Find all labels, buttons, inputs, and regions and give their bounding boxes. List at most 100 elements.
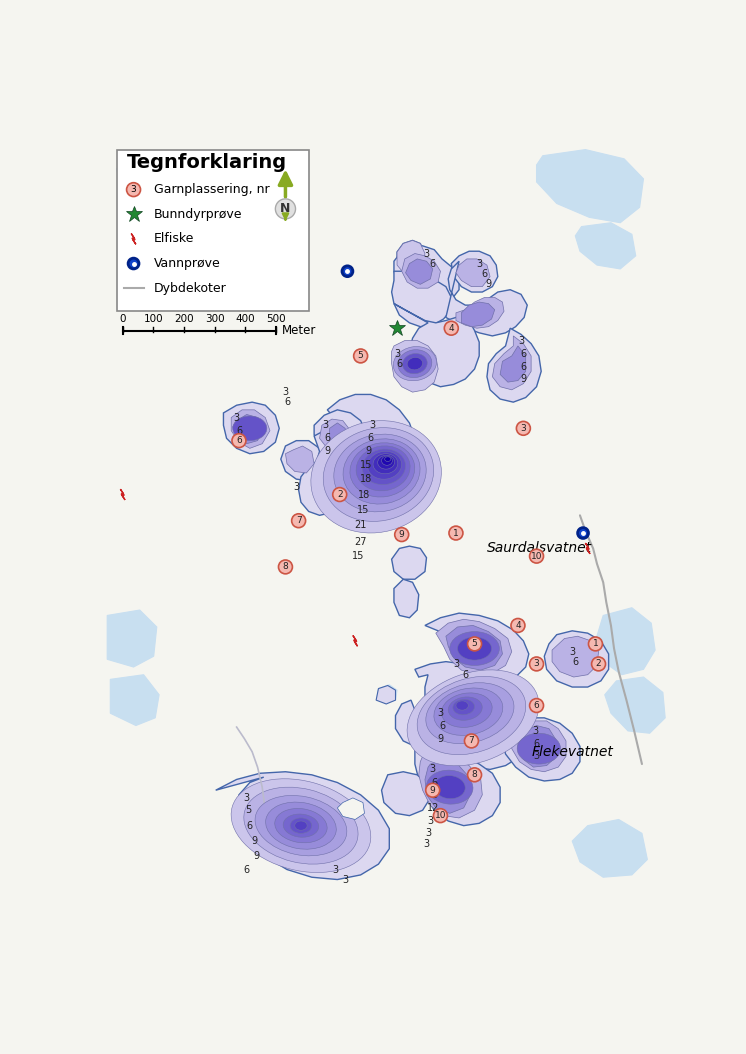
Circle shape	[354, 349, 368, 363]
Circle shape	[468, 768, 481, 782]
Ellipse shape	[434, 776, 466, 799]
Polygon shape	[451, 251, 498, 292]
Text: 8: 8	[283, 563, 288, 571]
Ellipse shape	[517, 734, 560, 764]
Text: 6: 6	[236, 426, 242, 435]
Polygon shape	[492, 336, 531, 390]
Circle shape	[511, 619, 525, 632]
Ellipse shape	[363, 449, 406, 485]
Polygon shape	[397, 240, 425, 274]
Text: 15: 15	[357, 505, 369, 515]
Polygon shape	[298, 431, 351, 515]
Text: 6: 6	[325, 433, 330, 444]
Polygon shape	[456, 259, 490, 287]
Text: 3: 3	[293, 482, 299, 492]
Ellipse shape	[442, 692, 492, 727]
Ellipse shape	[407, 357, 422, 370]
Text: 100: 100	[143, 314, 163, 325]
Circle shape	[530, 699, 544, 713]
Text: 3: 3	[425, 828, 431, 838]
Ellipse shape	[450, 631, 499, 665]
Ellipse shape	[323, 428, 433, 522]
Text: 6: 6	[533, 739, 539, 749]
Text: 5: 5	[245, 805, 251, 815]
Text: 3: 3	[532, 726, 538, 736]
Circle shape	[278, 560, 292, 573]
Ellipse shape	[407, 670, 539, 766]
Polygon shape	[425, 613, 529, 682]
Text: 9: 9	[399, 530, 404, 539]
Text: 4: 4	[448, 324, 454, 333]
Text: 9: 9	[325, 447, 330, 456]
Polygon shape	[224, 403, 279, 453]
Text: 1: 1	[453, 528, 459, 538]
Polygon shape	[319, 419, 351, 451]
Polygon shape	[456, 297, 504, 328]
Polygon shape	[419, 754, 483, 818]
Ellipse shape	[233, 416, 267, 441]
Text: 6: 6	[396, 358, 402, 369]
Circle shape	[333, 488, 347, 502]
Text: 6: 6	[368, 433, 374, 444]
Polygon shape	[586, 543, 590, 553]
Text: 6: 6	[236, 436, 242, 445]
Ellipse shape	[385, 456, 391, 462]
Ellipse shape	[403, 353, 427, 374]
Circle shape	[577, 528, 589, 539]
Polygon shape	[116, 159, 256, 227]
Text: 3: 3	[533, 752, 539, 761]
Text: 9: 9	[366, 447, 372, 456]
Ellipse shape	[343, 438, 420, 504]
Ellipse shape	[453, 700, 474, 715]
Circle shape	[589, 637, 603, 651]
Circle shape	[445, 321, 458, 335]
Text: Flekevatnet: Flekevatnet	[531, 745, 613, 759]
Ellipse shape	[255, 796, 347, 856]
Text: 7: 7	[468, 737, 474, 745]
Polygon shape	[314, 410, 366, 460]
Polygon shape	[120, 489, 125, 500]
Text: 3: 3	[437, 708, 444, 718]
Polygon shape	[605, 677, 665, 734]
Polygon shape	[415, 748, 500, 825]
Text: Dybdekoter: Dybdekoter	[154, 281, 227, 295]
Text: 6: 6	[572, 657, 578, 666]
Ellipse shape	[290, 818, 312, 834]
Polygon shape	[446, 625, 503, 670]
Polygon shape	[353, 636, 357, 646]
Text: Vannprøve: Vannprøve	[154, 257, 221, 270]
Text: Elfiske: Elfiske	[154, 232, 194, 246]
Polygon shape	[487, 328, 541, 403]
Text: 2: 2	[596, 660, 601, 668]
Ellipse shape	[456, 701, 468, 710]
Polygon shape	[545, 631, 609, 687]
Circle shape	[465, 734, 478, 748]
Text: 6: 6	[533, 701, 539, 710]
Text: 3: 3	[424, 249, 430, 258]
Text: 4: 4	[515, 621, 521, 630]
Text: 5: 5	[431, 789, 437, 800]
Polygon shape	[500, 346, 526, 383]
Text: 6: 6	[430, 258, 436, 269]
Polygon shape	[286, 446, 314, 473]
Polygon shape	[394, 304, 479, 387]
Ellipse shape	[275, 808, 327, 843]
Ellipse shape	[283, 814, 319, 837]
Text: 6: 6	[431, 778, 437, 787]
Polygon shape	[330, 423, 348, 446]
Text: 15: 15	[360, 461, 372, 470]
Text: 0: 0	[119, 314, 126, 325]
Circle shape	[232, 433, 246, 448]
Circle shape	[127, 182, 140, 196]
Text: 3: 3	[342, 875, 348, 884]
Text: 2: 2	[337, 490, 342, 499]
Text: 3: 3	[323, 421, 329, 430]
Ellipse shape	[417, 677, 526, 755]
Text: 6: 6	[244, 864, 250, 875]
Ellipse shape	[231, 779, 371, 873]
Text: 6: 6	[520, 349, 527, 358]
Text: 8: 8	[471, 770, 477, 779]
Text: 6: 6	[247, 821, 253, 831]
Polygon shape	[231, 410, 270, 448]
Polygon shape	[392, 546, 427, 580]
